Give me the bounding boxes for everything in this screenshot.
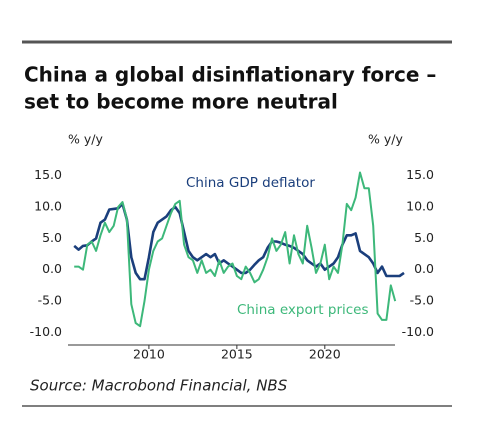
x-tick-label: 2010 <box>133 347 165 362</box>
y2-tick-label: -5.0 <box>410 293 434 308</box>
y2-axis-label: % y/y <box>368 132 403 147</box>
y-tick-label: -10.0 <box>30 324 62 339</box>
annotation: China GDP deflator <box>186 175 315 191</box>
chart-title: China a global disinflationary force – <box>24 63 436 87</box>
source: Source: Macrobond Financial, NBS <box>30 377 288 395</box>
y-tick-label: 0.0 <box>42 261 62 276</box>
y2-tick-label: -10.0 <box>402 324 434 339</box>
series-line <box>74 171 397 328</box>
y-tick-label: 5.0 <box>42 230 62 245</box>
annotation: China export prices <box>237 302 369 318</box>
y-tick-label: 15.0 <box>34 167 62 182</box>
x-tick-label: 2020 <box>309 347 341 362</box>
x-tick-label: 2015 <box>221 347 253 362</box>
y2-tick-label: 10.0 <box>406 199 434 214</box>
chart-title: set to become more neutral <box>24 90 338 114</box>
y2-tick-label: 15.0 <box>406 167 434 182</box>
y-tick-label: 10.0 <box>34 199 62 214</box>
y2-tick-label: 0.0 <box>414 261 434 276</box>
y-tick-label: -5.0 <box>38 293 62 308</box>
y2-tick-label: 5.0 <box>414 230 434 245</box>
series-line <box>73 202 405 281</box>
y-axis-label: % y/y <box>68 132 103 147</box>
